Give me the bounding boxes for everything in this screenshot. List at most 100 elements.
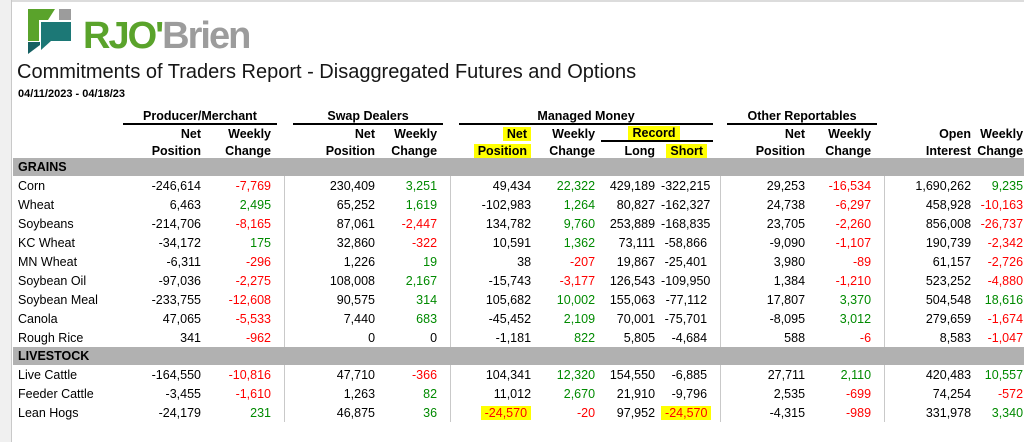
cell-mm_weekly_change: 2,109 [563,311,596,326]
cell-oi_weekly_change: -2,342 [987,235,1024,250]
logo-text-rjo: RJO' [83,15,164,58]
cell-or_weekly_change: -699 [846,386,872,401]
column-divider [713,195,728,214]
cell-or_weekly_change: 2,110 [840,367,872,382]
column-divider [713,290,728,309]
cell-mm_net_position: 38 [517,254,532,269]
cell-mm_net_position: 134,782 [485,216,532,231]
logo: RJO'Brien [27,6,1024,58]
section-header-grains: GRAINS [13,158,1024,176]
cell-mm_weekly_change: -20 [576,405,596,420]
cell-or_net_position: 17,807 [766,292,806,307]
col-mm-weekly: Weekly [552,127,596,141]
cell-open_interest: 74,254 [932,386,972,401]
col-oi-weekly: Weekly [980,127,1024,141]
cell-mm_weekly_change: 1,362 [563,235,596,250]
column-divider [713,271,728,290]
cell-sd_net_position: 0 [368,330,376,345]
highlighted-net-label: Net [502,127,532,141]
cell-mm_record_short: -77,112 [665,292,708,307]
cell-pm_net_position: -6,311 [166,254,201,269]
subheader-row-1: Net Weekly Net Weekly Net Weekly Record … [13,124,1024,142]
col-oi-change: Change [977,144,1024,158]
cell-sd_weekly_change: 36 [423,405,438,420]
cell-mm_record_short: -4,684 [671,330,708,345]
col-sd-net: Net [354,127,376,141]
col-mm-position: Position [459,141,537,158]
cell-pm_weekly_change: -296 [245,254,272,269]
highlighted-short-label: Short [666,144,708,158]
cell-open_interest: 8,583 [939,330,972,345]
column-divider [277,271,294,290]
cell-sd_net_position: 7,440 [343,311,376,326]
cell-pm_net_position: -164,550 [151,367,201,382]
col-sd-weekly: Weekly [394,127,438,141]
cell-mm_record_short: -322,215 [661,178,711,193]
cell-mm_weekly_change: 822 [574,330,596,345]
cell-sd_weekly_change: 2,167 [405,273,438,288]
cell-or_net_position: -8,095 [769,311,806,326]
cell-or_net_position: 29,253 [766,178,806,193]
cell-mm_net_position: -45,452 [488,311,532,326]
cell-open_interest: 279,659 [925,311,972,326]
column-divider [443,176,460,195]
commodity-name: Corn [18,178,46,193]
col-or-net: Net [784,127,806,141]
cell-or_weekly_change: -1,210 [835,273,872,288]
column-divider [713,384,728,403]
subheader-row-2: Position Change Position Change Position… [13,141,1024,158]
cell-or_net_position: 27,711 [767,367,806,382]
column-divider [277,403,294,422]
column-divider [713,176,728,195]
cell-mm_record_short: -9,796 [671,386,708,401]
highlighted-position-label: Position [473,144,532,158]
cell-mm_record_long: 5,805 [623,330,656,345]
cot-report-table: Producer/Merchant Swap Dealers Managed M… [13,107,1024,422]
cell-or_weekly_change: -6 [859,330,872,345]
col-mm-net: Net [459,124,537,141]
cell-sd_weekly_change: 3,251 [405,178,438,193]
cell-mm_weekly_change: 22,322 [556,178,596,193]
commodity-name: Live Cattle [18,367,78,382]
cell-mm_record_short: -58,866 [664,235,708,250]
column-divider [877,233,894,252]
column-divider [713,214,728,233]
cell-sd_weekly_change: 0 [430,330,438,345]
cell-oi_weekly_change: 3,340 [991,405,1024,420]
cell-sd_net_position: 230,409 [329,178,376,193]
cell-oi_weekly_change: -2,726 [987,254,1024,269]
commodity-name: Lean Hogs [18,405,79,420]
cell-mm_weekly_change: 9,760 [563,216,596,231]
cell-oi_weekly_change: 9,235 [991,178,1024,193]
cell-sd_net_position: 65,252 [336,197,376,212]
col-or-weekly: Weekly [828,127,872,141]
cell-sd_weekly_change: -322 [412,235,438,250]
column-divider [713,309,728,328]
column-divider [277,176,294,195]
logo-text-brien: Brien [162,15,251,58]
table-row: Feeder Cattle -3,455 -1,610 1,263 82 11,012 2,… [13,384,1024,403]
column-divider [877,176,894,195]
cell-or_weekly_change: 3,370 [839,292,872,307]
cell-sd_net_position: 108,008 [329,273,376,288]
column-divider [443,290,460,309]
cell-sd_net_position: 32,860 [336,235,376,250]
cell-open_interest: 458,928 [925,197,972,212]
column-divider [877,365,894,384]
cell-sd_weekly_change: 314 [416,292,438,307]
cell-mm_record_short: -168,835 [661,216,711,231]
cell-pm_weekly_change: -2,275 [235,273,272,288]
cell-oi_weekly_change: -1,674 [987,311,1024,326]
cell-open_interest: 856,008 [925,216,972,231]
column-divider [877,384,894,403]
cell-mm_net_position: 104,341 [485,367,532,382]
cell-pm_net_position: -246,614 [151,178,201,193]
cell-pm_weekly_change: -5,533 [235,311,272,326]
commodity-name: Feeder Cattle [18,386,94,401]
section-header-livestock: LIVESTOCK [13,347,1024,365]
column-divider [877,290,894,309]
section-label: GRAINS [13,158,1024,176]
cell-pm_weekly_change: -8,165 [235,216,272,231]
cell-oi_weekly_change: 10,557 [984,367,1024,382]
commodity-name: Canola [18,311,58,326]
